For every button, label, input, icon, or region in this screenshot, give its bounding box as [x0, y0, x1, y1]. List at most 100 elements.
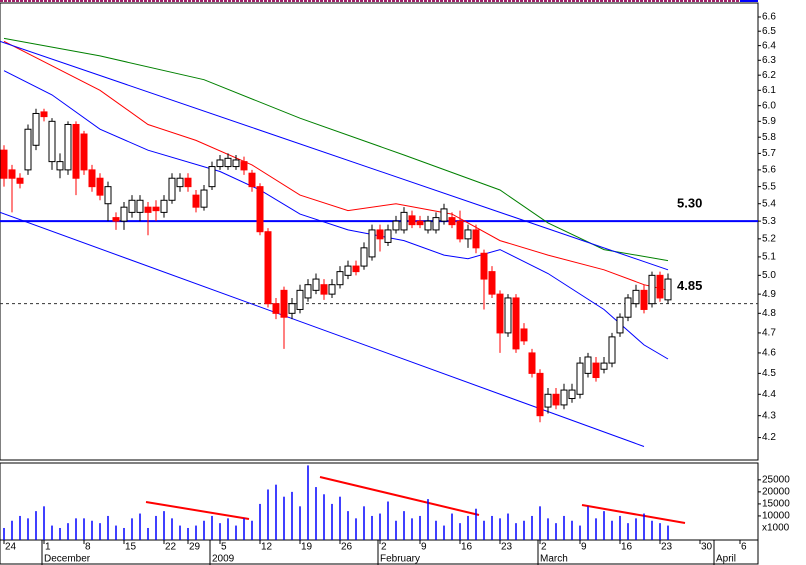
candle-body: [64, 123, 72, 171]
candle-body: [448, 217, 456, 226]
y-tick-label: 5.7: [762, 148, 776, 159]
candle-body: [272, 303, 280, 314]
y-tick-label: 5.9: [762, 116, 776, 127]
candle-body: [104, 186, 112, 205]
month-label: December: [44, 554, 91, 565]
candle-body: [336, 271, 344, 286]
candle-body: [416, 220, 424, 226]
candle-body: [368, 229, 376, 258]
month-label: 2009: [212, 554, 235, 565]
y-tick-label: 4.9: [762, 289, 776, 300]
candle-body: [184, 177, 192, 188]
candle-body: [600, 362, 608, 370]
candle-body: [568, 389, 576, 400]
y-tick-label: 6.5: [762, 26, 776, 37]
x-tick-label: 29: [189, 542, 201, 553]
volume-trend-line: [319, 476, 480, 516]
y-tick-label: 4.4: [762, 389, 776, 400]
line: [0, 40, 669, 271]
candle-body: [488, 271, 496, 295]
candle-body: [392, 220, 400, 231]
date-axis: [0, 539, 759, 565]
volume-trend-line: [581, 504, 686, 524]
x-tick-label: 15: [125, 542, 137, 553]
x-tick-label: 16: [461, 542, 473, 553]
volume-trend-line: [145, 501, 250, 520]
candle-body: [24, 128, 32, 171]
candle-body: [176, 177, 184, 188]
candle-body: [576, 362, 584, 395]
candle-body: [304, 284, 312, 299]
y-tick-label: 4.5: [762, 368, 776, 379]
volume-tick-label: 10000: [762, 511, 790, 522]
y-tick-label: 4.6: [762, 348, 776, 359]
candle-body: [120, 206, 128, 222]
candle-body: [72, 123, 80, 179]
y-tick-label: 6.3: [762, 55, 776, 66]
y-tick-label: 5.6: [762, 165, 776, 176]
candle-body: [360, 247, 368, 267]
candle-body: [320, 284, 328, 295]
x-tick-label: 26: [341, 542, 353, 553]
candle-body: [288, 303, 296, 314]
candle-body: [168, 177, 176, 201]
month-label: April: [716, 554, 736, 565]
candle-body: [616, 316, 624, 334]
candle-body: [112, 217, 120, 222]
candle-body: [584, 356, 592, 374]
volume-tick-label: 20000: [762, 487, 790, 498]
candle-body: [520, 328, 528, 342]
line: [3, 37, 669, 262]
candle-body: [472, 229, 480, 249]
candle-body: [216, 159, 224, 168]
candle-body: [352, 265, 360, 273]
candle-body: [464, 229, 472, 240]
candle-body: [200, 189, 208, 208]
candle-body: [656, 274, 664, 299]
candle-body: [88, 169, 96, 188]
x-tick-label: 24: [5, 542, 17, 553]
line: [3, 40, 669, 291]
x-tick-label: 6: [741, 542, 747, 553]
candle-body: [648, 274, 656, 305]
x-tick-label: 5: [221, 542, 227, 553]
candle-body: [80, 133, 88, 171]
y-tick-label: 4.7: [762, 328, 776, 339]
candle-body: [424, 220, 432, 231]
x-tick-label: 23: [661, 542, 673, 553]
y-tick-label: 5.2: [762, 233, 776, 244]
candle-body: [512, 297, 520, 350]
y-tick-label: 4.3: [762, 410, 776, 421]
volume-unit-label: x1000: [762, 523, 790, 534]
level-label: 5.30: [677, 196, 702, 211]
candle-body: [136, 199, 144, 213]
y-tick-label: 5.0: [762, 270, 776, 281]
y-tick-label: 5.1: [762, 252, 776, 263]
x-tick-label: 8: [85, 542, 91, 553]
x-tick-label: 2: [541, 542, 547, 553]
candle-body: [432, 217, 440, 231]
candle-body: [408, 215, 416, 226]
candle-body: [376, 229, 384, 240]
y-tick-label: 6.2: [762, 70, 776, 81]
y-tick-label: 6.4: [762, 40, 776, 51]
candle-body: [528, 352, 536, 374]
volume-tick-label: 25000: [762, 474, 790, 485]
candle-body: [344, 265, 352, 276]
month-label: February: [380, 554, 420, 565]
y-tick-label: 5.8: [762, 132, 776, 143]
x-tick-label: 1: [45, 542, 51, 553]
candle-body: [240, 161, 248, 171]
candle-body: [16, 177, 24, 184]
candle-body: [608, 336, 616, 364]
y-tick-label: 5.4: [762, 198, 776, 209]
month-label: March: [540, 554, 568, 565]
candle-body: [456, 220, 464, 240]
price-panel: [0, 2, 759, 461]
level-label: 4.85: [677, 278, 702, 293]
candle-body: [256, 186, 264, 233]
candle-body: [640, 289, 648, 310]
candle-body: [40, 111, 48, 118]
